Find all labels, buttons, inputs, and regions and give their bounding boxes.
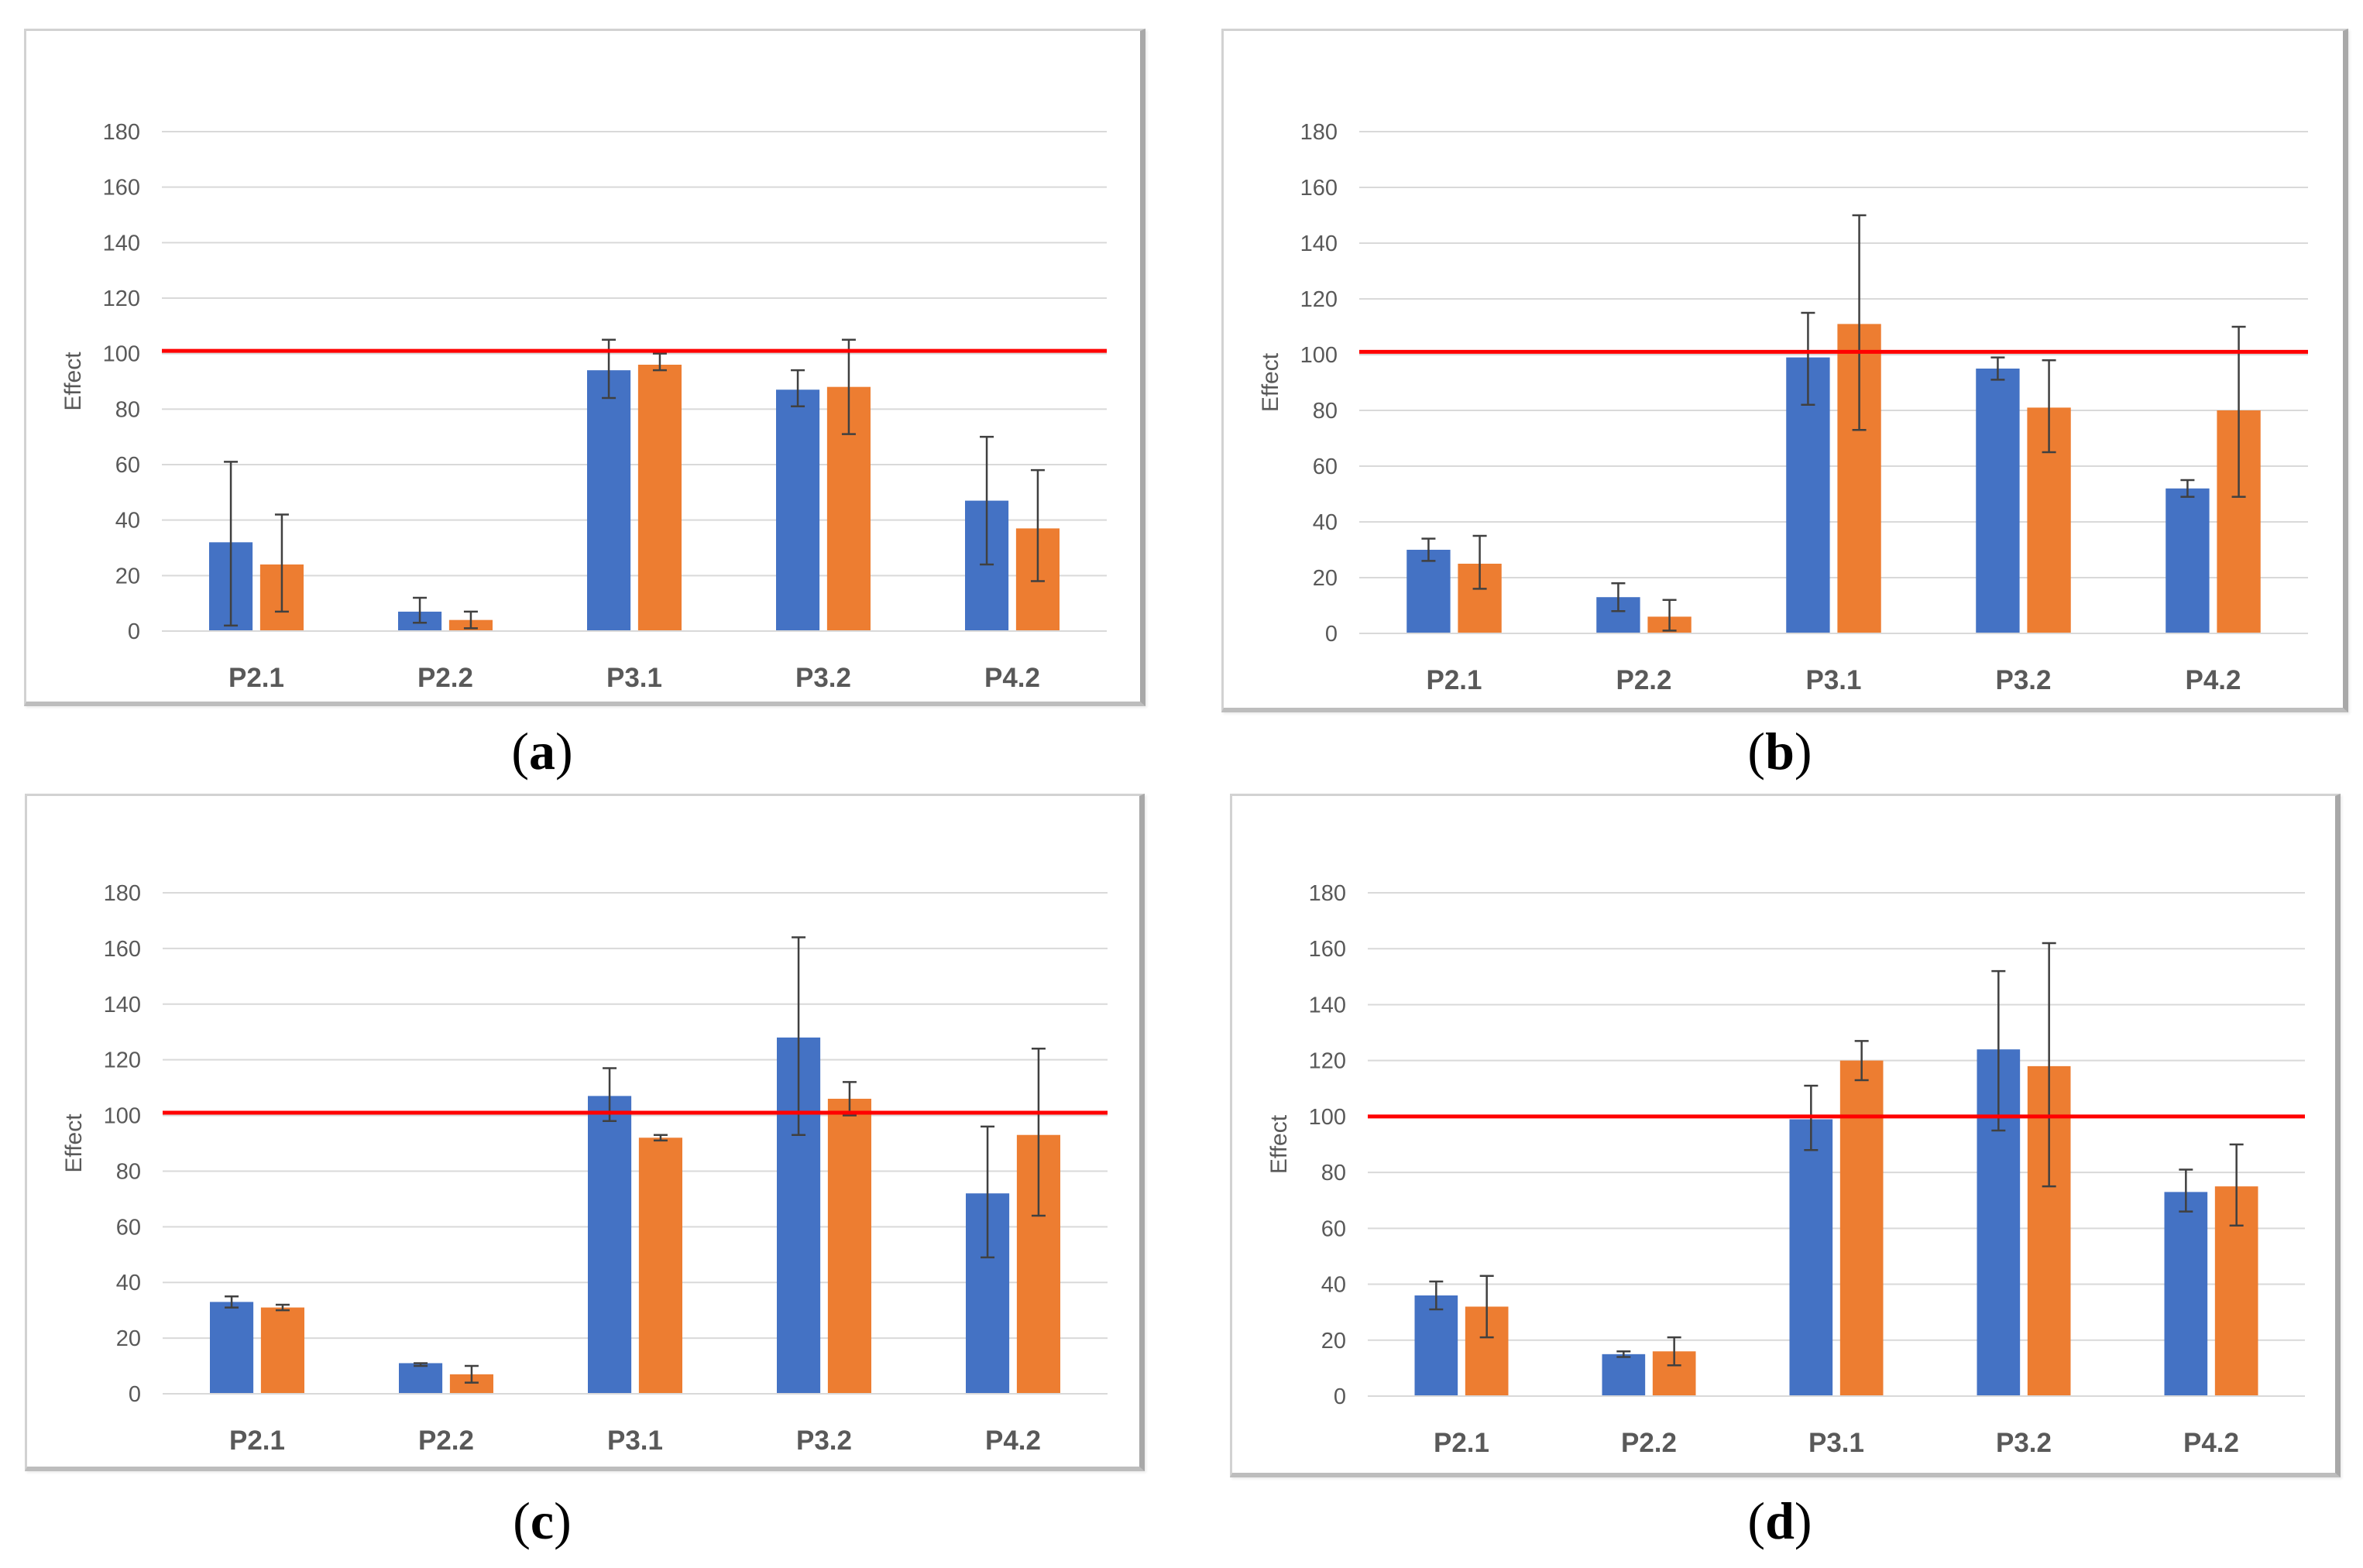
y-tick-label: 160	[103, 176, 140, 201]
bar-1	[2164, 1192, 2208, 1396]
y-tick-label: 0	[129, 1382, 141, 1407]
y-tick-label: 140	[104, 993, 141, 1017]
chart-panel-d: 0 20 40 60 80 100 120 140 160 180 Effect P2.1 P2.2 P3…	[1230, 794, 2341, 1477]
bar-1	[1789, 1119, 1833, 1396]
x-category-label: P3.1	[1806, 665, 1862, 695]
y-tick-label: 0	[128, 619, 140, 644]
chart-panel-a: 0 20 40 60 80 100 120 140 160 180 Effect P2.1 P2.2 P3…	[24, 29, 1145, 706]
bar-1	[2166, 488, 2210, 633]
x-category-label: P3.1	[607, 1426, 663, 1456]
x-category-label: P3.1	[606, 663, 662, 693]
bar-1	[1414, 1295, 1458, 1396]
y-tick-label: 80	[116, 1159, 141, 1184]
y-tick-label: 20	[1313, 566, 1338, 591]
y-tick-label: 120	[1300, 287, 1338, 312]
bar-1	[399, 1363, 443, 1394]
bar-2	[260, 1307, 304, 1394]
chart-svg-b: 0 20 40 60 80 100 120 140 160 180 Effect P2.1 P2.2 P3…	[1258, 120, 2308, 695]
x-category-label: P3.2	[796, 1426, 852, 1456]
bar-2	[827, 1098, 871, 1394]
chart-panel-b: 0 20 40 60 80 100 120 140 160 180 Effect P2.1 P2.2 P3…	[1221, 29, 2348, 712]
y-axis-label: Effect	[1266, 1114, 1292, 1174]
y-tick-label: 40	[1321, 1273, 1346, 1298]
caption-b: (b)	[1747, 722, 1812, 781]
y-tick-label: 20	[116, 1326, 141, 1351]
x-category-label: P4.2	[984, 663, 1040, 693]
caption-a: (a)	[511, 722, 573, 781]
x-category-label: P3.2	[1996, 1428, 2052, 1458]
x-category-label: P2.2	[418, 1426, 474, 1456]
y-tick-label: 40	[1313, 510, 1338, 535]
y-tick-label: 100	[103, 342, 140, 367]
y-tick-label: 180	[103, 120, 140, 145]
y-tick-label: 40	[115, 509, 140, 534]
y-tick-label: 180	[1300, 120, 1338, 145]
y-tick-label: 80	[115, 397, 140, 422]
x-category-label: P2.2	[417, 663, 473, 693]
chart-svg-a: 0 20 40 60 80 100 120 140 160 180 Effect P2.1 P2.2 P3…	[60, 120, 1107, 693]
x-category-label: P2.1	[1434, 1428, 1489, 1458]
y-tick-label: 140	[103, 231, 140, 256]
y-tick-label: 140	[1309, 993, 1346, 1017]
y-tick-label: 60	[115, 453, 140, 478]
x-category-label: P4.2	[2186, 665, 2241, 695]
chart-panel-c: 0 20 40 60 80 100 120 140 160 180 Effect P2.1 P2.2 P3…	[25, 794, 1145, 1471]
y-axis-label: Effect	[60, 352, 86, 411]
x-category-label: P3.2	[795, 663, 851, 693]
bar-1	[1406, 550, 1451, 633]
y-tick-label: 120	[1309, 1049, 1346, 1074]
x-category-label: P2.2	[1616, 665, 1672, 695]
chart-svg-c: 0 20 40 60 80 100 120 140 160 180 Effect P2.1 P2.2 P3…	[61, 881, 1108, 1456]
y-tick-label: 180	[1309, 881, 1346, 906]
y-tick-label: 160	[104, 937, 141, 962]
y-tick-label: 60	[1313, 455, 1338, 479]
y-tick-label: 0	[1325, 622, 1338, 647]
y-tick-label: 140	[1300, 232, 1338, 256]
y-tick-label: 100	[1309, 1105, 1346, 1130]
x-category-label: P3.2	[1996, 665, 2052, 695]
x-category-label: P4.2	[985, 1426, 1041, 1456]
bar-1	[588, 1096, 632, 1394]
y-axis-label: Effect	[61, 1113, 87, 1173]
x-category-label: P3.1	[1808, 1428, 1864, 1458]
x-category-label: P4.2	[2183, 1428, 2239, 1458]
x-category-label: P2.1	[228, 663, 284, 693]
y-tick-label: 60	[1321, 1216, 1346, 1241]
y-tick-label: 80	[1313, 399, 1338, 424]
y-axis-label: Effect	[1258, 352, 1283, 412]
chart-svg-d: 0 20 40 60 80 100 120 140 160 180 Effect P2.1 P2.2 P3…	[1266, 881, 2305, 1458]
bar-1	[210, 1302, 254, 1394]
bar-2	[1839, 1060, 1884, 1396]
y-tick-label: 160	[1300, 176, 1338, 201]
bar-1	[776, 389, 820, 631]
bar-2	[637, 365, 682, 631]
y-tick-label: 120	[103, 286, 140, 311]
y-tick-label: 100	[104, 1104, 141, 1129]
y-tick-label: 100	[1300, 343, 1338, 368]
bar-2	[638, 1137, 682, 1394]
bar-1	[1976, 369, 2020, 633]
y-tick-label: 20	[1321, 1329, 1346, 1354]
caption-d: (d)	[1747, 1491, 1812, 1550]
y-tick-label: 0	[1334, 1384, 1346, 1409]
x-category-label: P2.2	[1621, 1428, 1677, 1458]
y-tick-label: 80	[1321, 1161, 1346, 1185]
y-tick-label: 180	[104, 881, 141, 906]
y-tick-label: 20	[115, 564, 140, 588]
y-tick-label: 160	[1309, 937, 1346, 962]
y-tick-label: 120	[104, 1048, 141, 1073]
y-tick-label: 60	[116, 1215, 141, 1240]
bar-1	[587, 370, 631, 631]
caption-c: (c)	[513, 1491, 572, 1550]
y-tick-label: 40	[116, 1271, 141, 1295]
x-category-label: P2.1	[229, 1426, 285, 1456]
x-category-label: P2.1	[1427, 665, 1482, 695]
bar-1	[1602, 1354, 1646, 1396]
